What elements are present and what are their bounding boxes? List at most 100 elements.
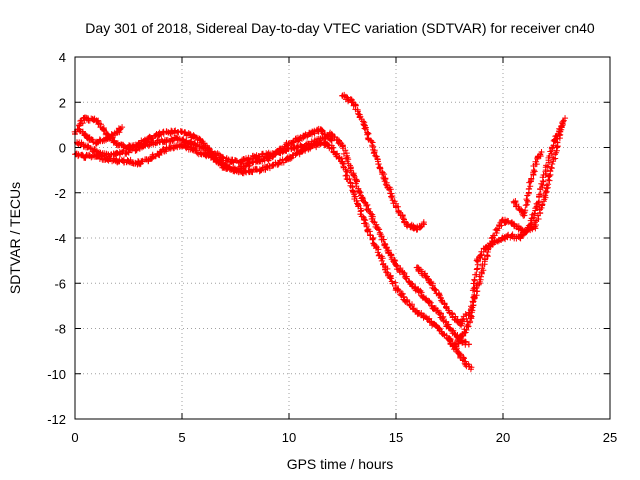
data-point — [161, 137, 168, 144]
data-point — [517, 235, 524, 241]
data-point — [114, 142, 121, 149]
data-point — [508, 232, 515, 239]
data-point — [189, 133, 196, 140]
data-point — [286, 155, 292, 162]
data-point — [542, 189, 549, 196]
y-tick-label: -2 — [54, 186, 66, 201]
data-point — [226, 158, 233, 165]
data-point — [420, 219, 427, 226]
data-point — [328, 144, 335, 151]
data-point — [446, 336, 453, 343]
y-axis-label: SDTVAR / TECUs — [7, 182, 23, 294]
data-point — [534, 201, 541, 208]
series-arc-8 — [510, 149, 545, 219]
y-tick-label: 0 — [59, 141, 66, 156]
y-tick-label: 2 — [59, 95, 66, 110]
x-tick-label: 10 — [282, 430, 296, 445]
data-point — [146, 155, 153, 162]
data-point — [296, 149, 303, 156]
data-point — [136, 144, 143, 151]
data-point — [446, 309, 453, 316]
series-arc-6 — [413, 115, 569, 329]
data-point — [275, 160, 282, 167]
data-point — [157, 149, 164, 156]
data-point — [446, 325, 453, 332]
data-point — [93, 139, 100, 146]
data-point — [457, 320, 464, 327]
y-tick-label: -10 — [47, 367, 66, 382]
data-point — [286, 139, 292, 146]
data-point — [562, 115, 569, 122]
data-point — [350, 171, 357, 178]
data-point — [382, 264, 389, 271]
data-point — [168, 144, 175, 151]
data-point — [452, 343, 459, 350]
data-point — [534, 155, 541, 162]
data-point — [360, 121, 367, 128]
data-point — [500, 235, 506, 241]
data-point — [243, 169, 250, 176]
data-point — [232, 167, 239, 174]
data-point — [157, 130, 164, 137]
data-point — [393, 262, 399, 269]
data-point — [510, 198, 517, 205]
data-point — [425, 316, 432, 323]
x-tick-label: 5 — [178, 430, 185, 445]
y-tick-label: -8 — [54, 322, 66, 337]
data-point — [179, 128, 185, 135]
data-point — [350, 189, 357, 196]
data-point — [339, 160, 346, 167]
data-point — [551, 137, 558, 144]
data-point — [414, 287, 421, 294]
data-point — [435, 309, 442, 316]
data-point — [403, 275, 410, 282]
data-point — [525, 225, 532, 232]
data-point — [200, 151, 207, 158]
data-point — [393, 284, 399, 291]
data-point — [457, 334, 464, 341]
data-point — [339, 142, 346, 149]
data-point — [371, 241, 378, 248]
data-point — [532, 223, 539, 230]
data-point — [542, 167, 549, 174]
chart-title: Day 301 of 2018, Sidereal Day-to-day VTE… — [85, 20, 595, 36]
data-point — [251, 153, 258, 160]
data-point — [307, 130, 314, 137]
y-tick-label: -4 — [54, 231, 66, 246]
data-point — [465, 341, 472, 348]
x-tick-label: 20 — [496, 430, 510, 445]
data-point — [435, 325, 442, 332]
data-point — [119, 124, 126, 131]
data-point — [350, 99, 357, 106]
data-point — [559, 121, 566, 128]
data-point — [467, 314, 474, 321]
data-point — [403, 221, 410, 228]
data-point — [510, 221, 517, 228]
x-tick-label: 0 — [71, 430, 78, 445]
y-tick-label: -6 — [54, 276, 66, 291]
data-point — [221, 164, 228, 171]
series-arc-7 — [446, 121, 566, 350]
data-point — [277, 149, 284, 156]
data-point — [264, 151, 271, 158]
data-point — [500, 216, 506, 223]
data-point — [80, 115, 87, 122]
data-point — [168, 128, 175, 135]
series-arc-2 — [72, 139, 475, 373]
data-point — [478, 268, 485, 275]
data-point — [174, 135, 181, 142]
data-point — [123, 149, 130, 156]
data-point — [382, 176, 389, 183]
data-point — [290, 144, 297, 151]
data-point — [296, 135, 303, 142]
data-point — [382, 241, 389, 248]
data-point — [189, 146, 196, 153]
data-point — [110, 151, 117, 158]
data-point — [187, 139, 194, 146]
data-point — [360, 198, 367, 205]
data-point — [425, 275, 432, 282]
data-point — [425, 298, 432, 305]
